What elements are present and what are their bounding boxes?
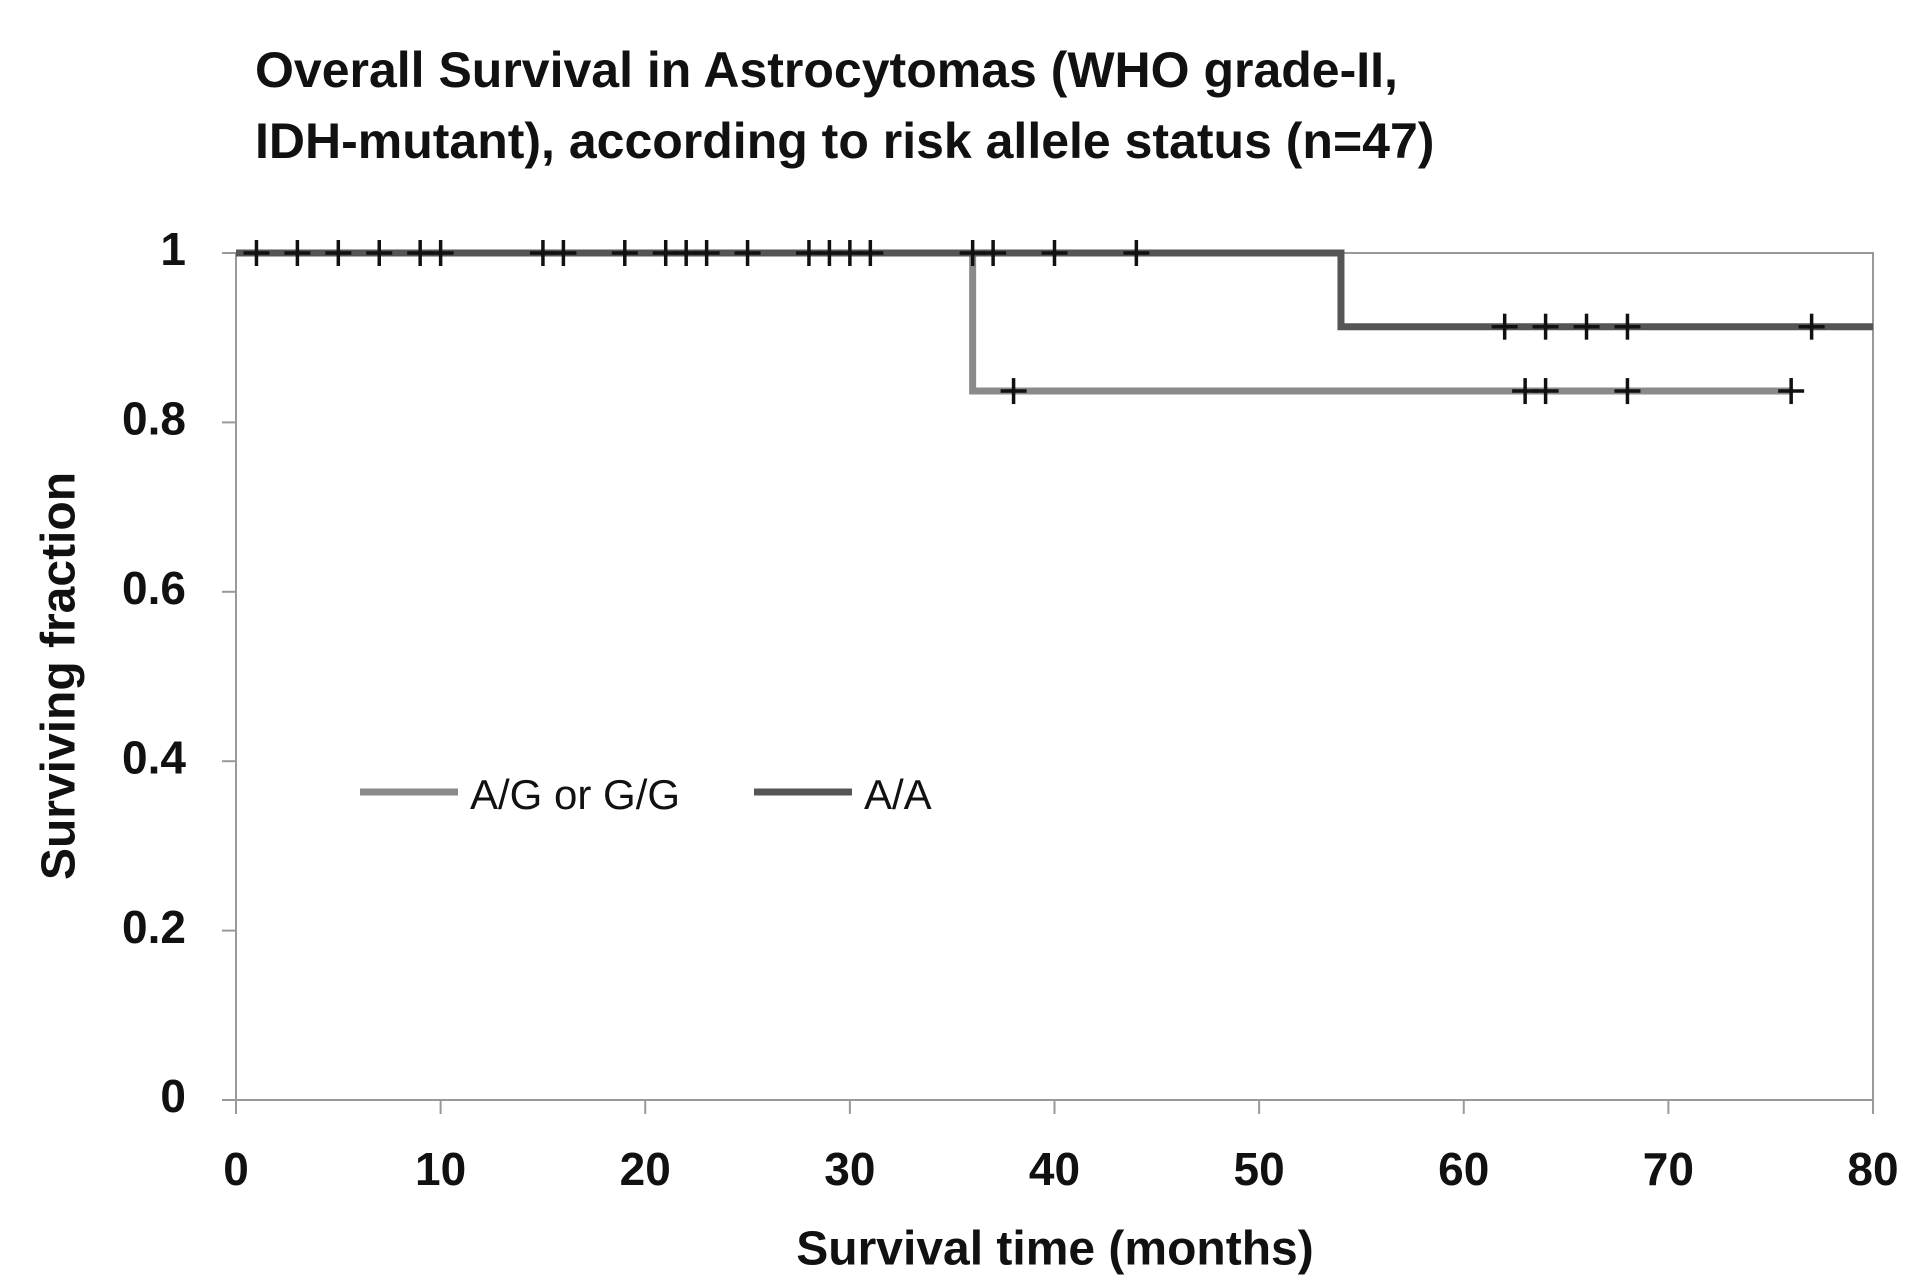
y-tick-label: 0.6 [122, 562, 186, 614]
x-tick-label: 0 [223, 1143, 249, 1195]
x-tick-label: 40 [1029, 1143, 1080, 1195]
censor-mark [1573, 313, 1600, 340]
censor-mark [1532, 313, 1559, 340]
censor-mark [1614, 313, 1641, 340]
x-tick-label: 80 [1847, 1143, 1898, 1195]
censor-mark [550, 240, 577, 266]
censor-mark [734, 240, 761, 266]
censor-mark [1778, 378, 1805, 405]
survival-curve [236, 249, 1873, 331]
y-tick-label: 0.8 [122, 393, 186, 445]
y-tick-label: 0.4 [122, 731, 186, 783]
censor-mark [284, 240, 311, 266]
censor-mark [325, 240, 352, 266]
censor-mark [611, 240, 638, 266]
x-tick-label: 30 [824, 1143, 875, 1195]
censor-mark [693, 240, 720, 266]
legend-label: A/A [864, 771, 932, 818]
censor-mark [1532, 378, 1559, 405]
censor-mark [857, 240, 884, 266]
x-axis-title: Survival time (months) [796, 1223, 1313, 1276]
censor-mark [1614, 378, 1641, 405]
x-tick-label: 20 [620, 1143, 671, 1195]
censor-mark [1000, 378, 1027, 405]
y-tick-label: 0.2 [122, 901, 186, 953]
censor-mark [243, 240, 270, 266]
censor-mark [427, 240, 454, 266]
x-tick-label: 60 [1438, 1143, 1489, 1195]
survival-curve [236, 249, 1792, 395]
chart-title: Overall Survival in Astrocytomas (WHO gr… [255, 42, 1398, 98]
x-tick-label: 70 [1643, 1143, 1694, 1195]
censor-mark [1041, 240, 1068, 266]
legend-label: A/G or G/G [470, 771, 680, 818]
y-tick-label: 1 [160, 223, 186, 275]
x-tick-label: 50 [1234, 1143, 1285, 1195]
censor-mark [1798, 313, 1825, 340]
chart-title: IDH-mutant), according to risk allele st… [255, 113, 1434, 169]
censor-mark [366, 240, 393, 266]
y-axis-title: Surviving fraction [33, 472, 86, 880]
series [236, 240, 1873, 340]
x-tick-label: 10 [415, 1143, 466, 1195]
censor-mark [1123, 240, 1150, 266]
censor-mark [980, 240, 1007, 266]
y-tick-label: 0 [160, 1070, 186, 1122]
censor-mark [1491, 313, 1518, 340]
